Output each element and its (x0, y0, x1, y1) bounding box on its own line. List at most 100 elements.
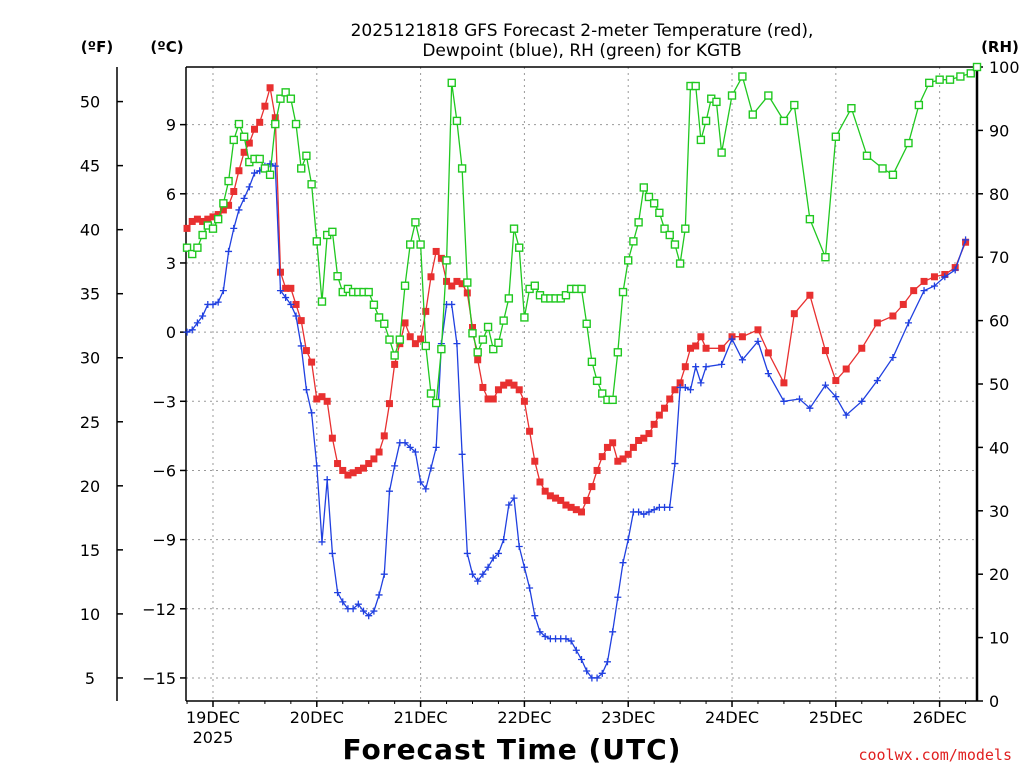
dewpoint-point (292, 312, 300, 320)
rh-point (271, 119, 280, 129)
dewpoint-point (479, 570, 487, 578)
temperature-point (583, 496, 591, 504)
temperature-point (873, 319, 881, 327)
rh-point (380, 319, 389, 328)
dewpoint-point (500, 536, 508, 544)
temperature-point (266, 84, 274, 92)
fahrenheit-tick-label: 10 (80, 605, 100, 624)
rh-point (727, 91, 737, 100)
dewpoint-point (474, 577, 482, 585)
dewpoint-point (754, 337, 762, 345)
temperature-point (245, 139, 253, 147)
rh-point (297, 164, 306, 173)
rh-point (411, 218, 420, 227)
temperature-point (411, 340, 419, 348)
rh-point (307, 180, 316, 189)
rh-tick-label: 70 (989, 248, 1009, 267)
rh-point (691, 81, 700, 91)
dewpoint-point (873, 377, 881, 385)
x-axis-label: Forecast Time (UTC) (343, 733, 682, 766)
dewpoint-point (489, 554, 497, 562)
dewpoint-point (385, 487, 393, 495)
rh-point (665, 230, 674, 240)
rh-point (291, 119, 301, 129)
rh-point (468, 329, 477, 338)
rh-point (416, 240, 425, 249)
celsius-unit-label: (ºC) (150, 38, 183, 56)
temperature-point (681, 363, 689, 371)
rh-tick-label: 30 (989, 502, 1009, 521)
temperature-point (261, 102, 269, 110)
dewpoint-point (692, 363, 700, 371)
rh-point (208, 224, 218, 233)
rh-point (972, 62, 982, 72)
rh-point (239, 132, 249, 141)
rh-point (712, 97, 721, 107)
rh-point (515, 243, 524, 252)
fahrenheit-tick-label: 35 (80, 285, 100, 304)
temperature-point (629, 443, 637, 451)
rh-point (193, 243, 202, 252)
dewpoint-point (193, 319, 201, 327)
rh-point (790, 100, 799, 110)
temperature-point (302, 347, 310, 355)
temperature-point (214, 211, 222, 219)
dewpoint-point (904, 319, 912, 327)
dewpoint-point (562, 635, 570, 643)
temperature-point (432, 247, 440, 255)
temperature-point (463, 289, 471, 297)
rh-point (229, 135, 238, 145)
rh-point (888, 170, 898, 179)
fahrenheit-tick-label: 5 (85, 669, 95, 688)
rh-point (395, 335, 405, 344)
rh-unit-label: (RH) (981, 38, 1019, 56)
temperature-point (567, 503, 575, 511)
dewpoint-point (614, 593, 622, 601)
temperature-point (448, 282, 456, 290)
dewpoint-point (494, 549, 502, 557)
temperature-point (598, 453, 606, 461)
rh-point (494, 338, 503, 347)
temperature-point (780, 379, 788, 387)
rh-point (364, 287, 373, 297)
temperature-point (718, 344, 726, 352)
temperature-point (271, 114, 279, 122)
rh-point (369, 300, 379, 309)
celsius-tick-label: 3 (166, 254, 176, 273)
temperature-point (806, 291, 814, 299)
dewpoint-point (764, 370, 772, 378)
x-tick-label: 25DEC (809, 708, 863, 727)
temperature-point (619, 455, 627, 463)
rh-point (302, 151, 311, 160)
dewpoint-point (671, 460, 679, 468)
dewpoint-point (401, 439, 409, 447)
celsius-tick-label: −12 (142, 600, 176, 619)
rh-point (644, 192, 654, 202)
rh-point (333, 272, 342, 281)
rh-point (587, 357, 597, 367)
rh-point (213, 214, 223, 224)
rh-series (182, 62, 982, 408)
temperature-point (702, 344, 710, 352)
dewpoint-point (188, 326, 196, 334)
x-tick-sublabel: 2025 (193, 728, 234, 747)
rh-point (935, 75, 944, 84)
dewpoint-point (235, 206, 243, 214)
rh-point (675, 259, 685, 268)
fahrenheit-unit-label: (ºF) (81, 38, 113, 56)
temperature-point (219, 206, 227, 214)
dewpoint-point (962, 236, 970, 244)
temperature-point (526, 427, 534, 435)
rh-point (821, 252, 830, 262)
dewpoint-point (619, 559, 627, 567)
rh-point (188, 249, 197, 259)
dewpoint-point (526, 584, 534, 592)
rh-point (639, 183, 648, 192)
dewpoint-point (406, 443, 414, 451)
temperature-point (515, 386, 523, 394)
temperature-point (349, 469, 357, 477)
rh-point (577, 284, 586, 294)
dewpoint-point (427, 464, 435, 472)
temperature-line (186, 87, 967, 513)
